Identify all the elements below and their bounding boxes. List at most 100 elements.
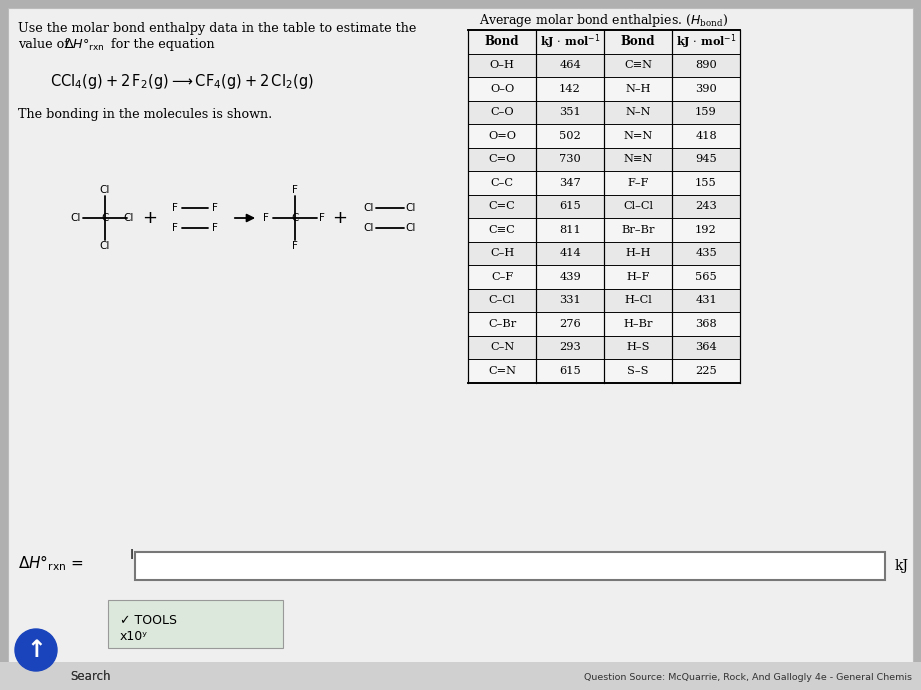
Text: Cl: Cl: [364, 223, 374, 233]
Text: Cl: Cl: [406, 203, 416, 213]
Text: N=N: N=N: [624, 130, 653, 141]
Text: C–F: C–F: [491, 272, 513, 282]
Text: C=N: C=N: [488, 366, 516, 376]
Text: 615: 615: [559, 201, 581, 211]
Text: 464: 464: [559, 60, 581, 70]
Text: F: F: [292, 185, 297, 195]
Text: 347: 347: [559, 178, 581, 188]
Text: kJ $\cdot$ mol$^{-1}$: kJ $\cdot$ mol$^{-1}$: [540, 32, 600, 51]
Text: C: C: [101, 213, 109, 223]
Text: Search: Search: [70, 669, 111, 682]
Text: 615: 615: [559, 366, 581, 376]
Text: H–S: H–S: [626, 342, 649, 353]
Text: F: F: [172, 223, 178, 233]
Text: C≡N: C≡N: [624, 60, 652, 70]
Text: ✓ TOOLS: ✓ TOOLS: [120, 614, 177, 627]
Text: C–N: C–N: [490, 342, 514, 353]
Text: C–C: C–C: [491, 178, 514, 188]
Text: Cl: Cl: [99, 241, 111, 251]
Text: C–Br: C–Br: [488, 319, 516, 328]
Text: Cl: Cl: [99, 185, 111, 195]
Circle shape: [15, 629, 57, 671]
Text: Use the molar bond enthalpy data in the table to estimate the: Use the molar bond enthalpy data in the …: [18, 22, 416, 35]
Text: $\Delta H°_{\mathregular{rxn}}$: $\Delta H°_{\mathregular{rxn}}$: [64, 38, 105, 53]
Bar: [468, 148, 740, 171]
Bar: [468, 54, 740, 77]
Text: 155: 155: [695, 178, 717, 188]
Text: Cl: Cl: [406, 223, 416, 233]
Text: F–F: F–F: [627, 178, 648, 188]
Text: Average molar bond enthalpies. ($H_{\mathregular{bond}}$): Average molar bond enthalpies. ($H_{\mat…: [480, 12, 729, 29]
Text: 225: 225: [695, 366, 717, 376]
Bar: [135, 552, 885, 580]
Text: I: I: [130, 548, 134, 562]
Text: C: C: [291, 213, 298, 223]
Text: 192: 192: [695, 225, 717, 235]
Text: O–O: O–O: [490, 83, 514, 94]
Bar: [468, 335, 740, 359]
Text: C≡C: C≡C: [489, 225, 516, 235]
Text: The bonding in the molecules is shown.: The bonding in the molecules is shown.: [18, 108, 273, 121]
Text: 243: 243: [695, 201, 717, 211]
Text: $\Delta H°_{\mathregular{rxn}}$ =: $\Delta H°_{\mathregular{rxn}}$ =: [18, 553, 84, 573]
Text: 368: 368: [695, 319, 717, 328]
Text: N–N: N–N: [625, 107, 651, 117]
Text: 351: 351: [559, 107, 581, 117]
Text: 159: 159: [695, 107, 717, 117]
Bar: [468, 265, 740, 288]
Text: Question Source: McQuarrie, Rock, And Gallogly 4e - General Chemis: Question Source: McQuarrie, Rock, And Ga…: [584, 673, 912, 682]
Text: 331: 331: [559, 295, 581, 305]
Text: x10ʸ: x10ʸ: [120, 630, 148, 643]
Text: H–Cl: H–Cl: [624, 295, 652, 305]
Text: Search: Search: [70, 669, 111, 682]
Text: F: F: [263, 213, 269, 223]
Text: 414: 414: [559, 248, 581, 258]
Text: 811: 811: [559, 225, 581, 235]
Text: 435: 435: [695, 248, 717, 258]
Text: F: F: [319, 213, 325, 223]
Text: +: +: [143, 209, 157, 227]
Text: C=C: C=C: [489, 201, 516, 211]
Bar: [468, 101, 740, 124]
Text: C=O: C=O: [488, 155, 516, 164]
Text: Cl: Cl: [71, 213, 81, 223]
Text: H–H: H–H: [625, 248, 651, 258]
Text: F: F: [292, 241, 297, 251]
Text: F: F: [212, 223, 218, 233]
Text: C–Cl: C–Cl: [489, 295, 515, 305]
Text: O=O: O=O: [488, 130, 516, 141]
Text: +: +: [332, 209, 347, 227]
Bar: [468, 312, 740, 335]
Bar: [468, 77, 740, 101]
Text: F: F: [172, 203, 178, 213]
Text: kJ $\cdot$ mol$^{-1}$: kJ $\cdot$ mol$^{-1}$: [676, 32, 736, 51]
Text: 276: 276: [559, 319, 581, 328]
Text: 890: 890: [695, 60, 717, 70]
Text: 730: 730: [559, 155, 581, 164]
Text: 142: 142: [559, 83, 581, 94]
Text: H–F: H–F: [626, 272, 649, 282]
Text: Bond: Bond: [484, 35, 519, 48]
Text: N≡N: N≡N: [624, 155, 653, 164]
Text: 439: 439: [559, 272, 581, 282]
Bar: [0, 662, 921, 690]
Text: $\rm CCl_4(g) + 2\,F_2(g) \longrightarrow CF_4(g) + 2\,Cl_2(g)$: $\rm CCl_4(g) + 2\,F_2(g) \longrightarro…: [50, 72, 314, 91]
Text: Bond: Bond: [621, 35, 655, 48]
Bar: [468, 124, 740, 148]
Text: ↑: ↑: [26, 638, 46, 662]
Text: 293: 293: [559, 342, 581, 353]
Text: value of: value of: [18, 38, 73, 51]
Text: 418: 418: [695, 130, 717, 141]
Text: H–Br: H–Br: [624, 319, 653, 328]
Text: for the equation: for the equation: [107, 38, 215, 51]
Text: kJ: kJ: [895, 559, 909, 573]
Text: 390: 390: [695, 83, 717, 94]
Text: O–H: O–H: [490, 60, 515, 70]
Text: 502: 502: [559, 130, 581, 141]
Bar: [468, 195, 740, 218]
Text: Br–Br: Br–Br: [622, 225, 655, 235]
Bar: [468, 171, 740, 195]
Bar: [468, 359, 740, 382]
Bar: [108, 600, 283, 648]
Bar: [468, 241, 740, 265]
